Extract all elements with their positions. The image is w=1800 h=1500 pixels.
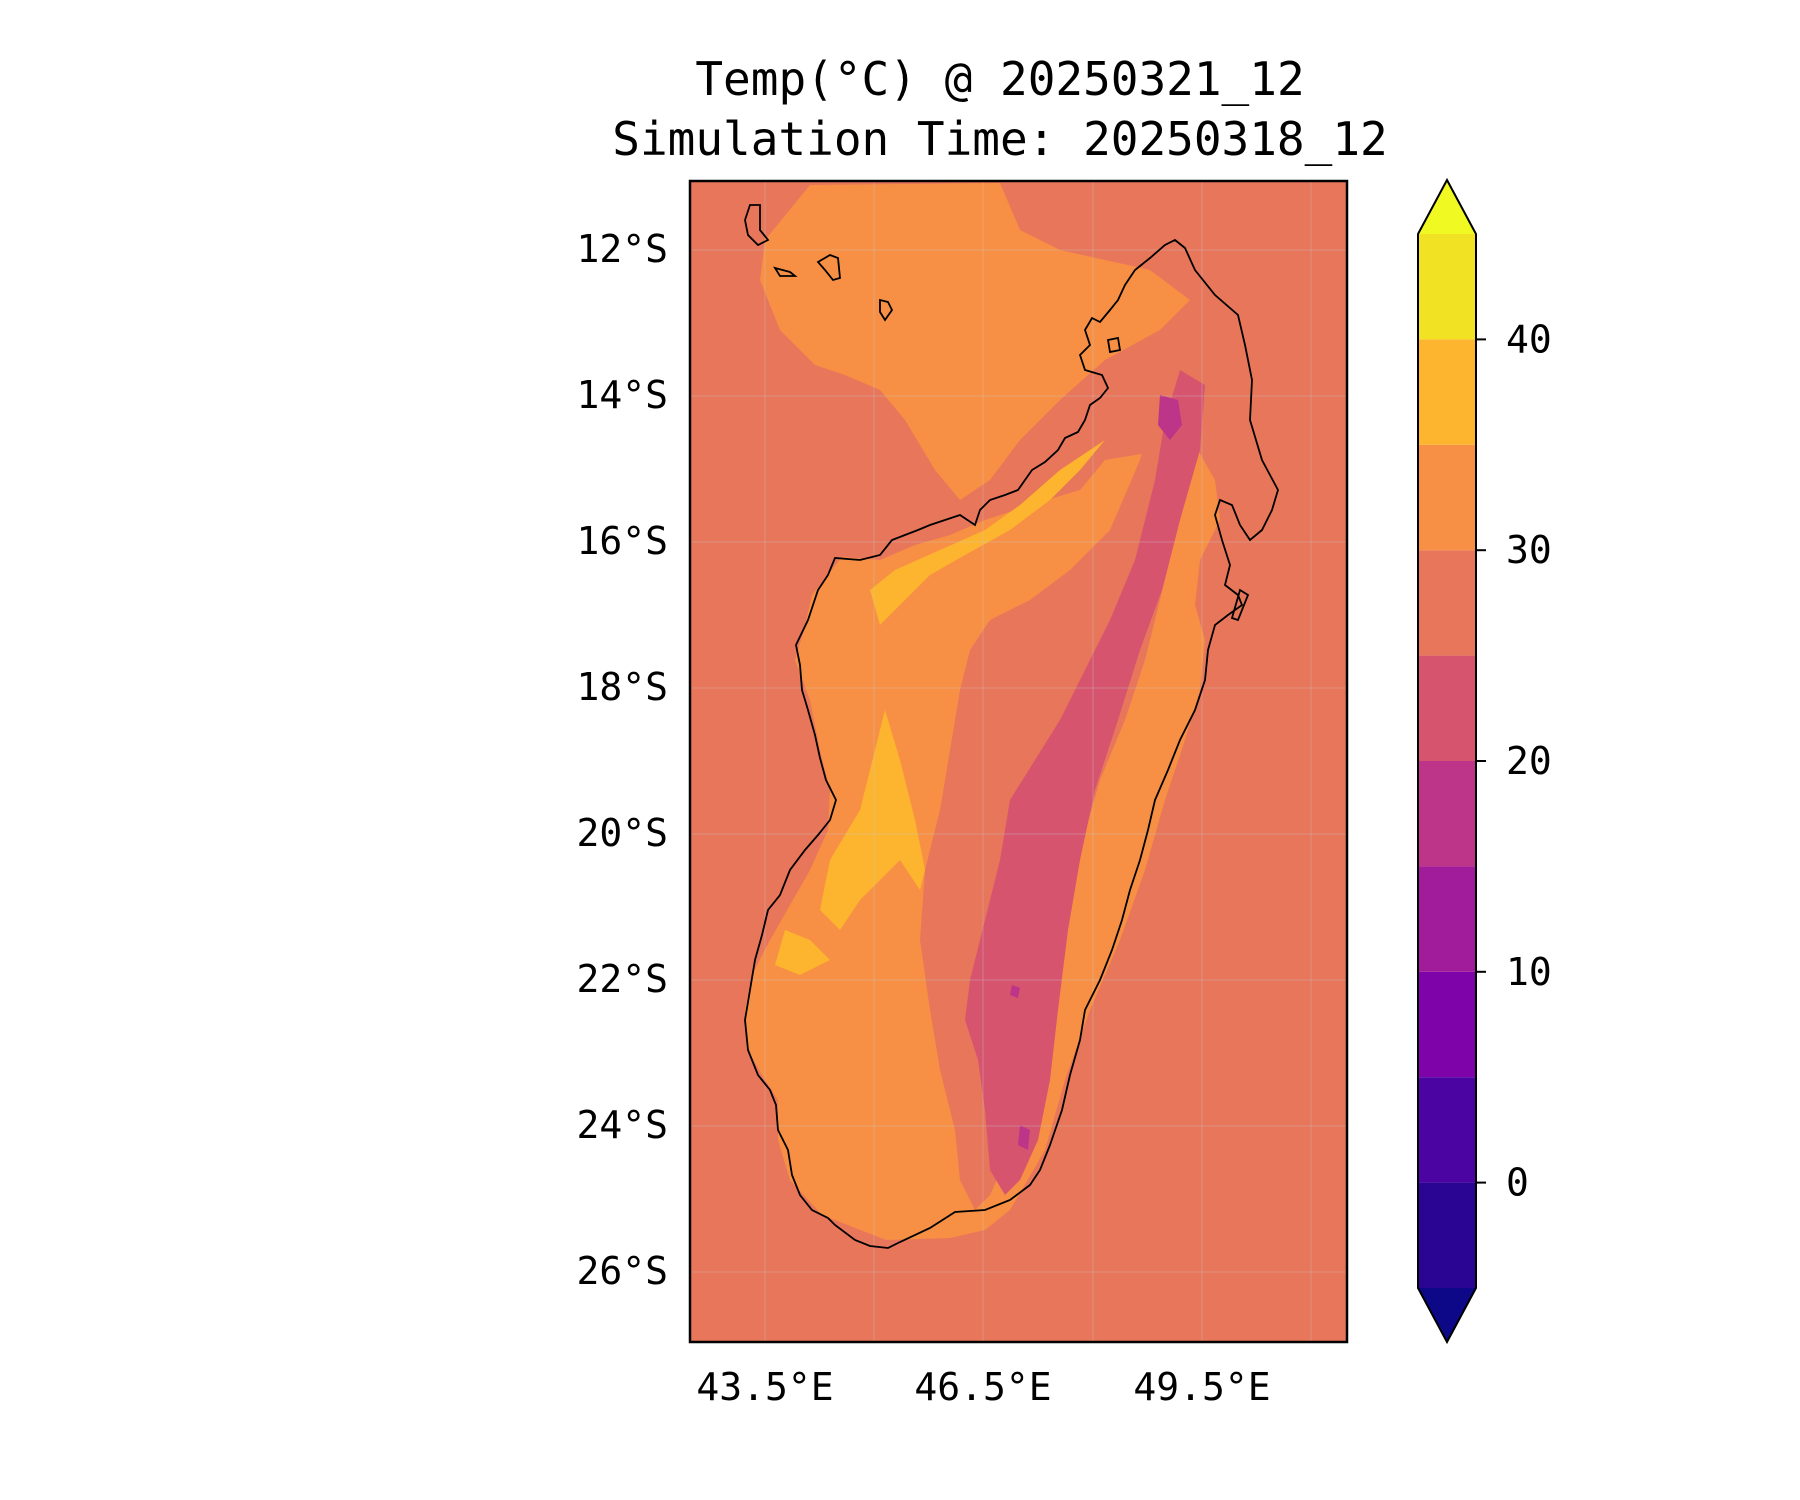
peak-tsaratanana — [1158, 395, 1182, 440]
graticule — [690, 181, 1347, 1342]
hot-patch-north — [870, 440, 1105, 625]
lat-tick-label: 18°S — [576, 665, 668, 709]
coastline-anjouan — [816, 254, 841, 282]
hot-patch-west — [820, 710, 925, 930]
coastline-nosy-boraha — [1230, 588, 1250, 622]
coastline-mayotte — [879, 298, 894, 322]
colorbar-tick-label: 10 — [1506, 950, 1552, 994]
colorbar-band — [1418, 550, 1476, 656]
colorbar-tick-label: 40 — [1506, 317, 1552, 361]
highland-cold-spine — [965, 370, 1205, 1195]
lat-tick-label: 16°S — [576, 519, 668, 563]
colorbar-extend-min — [1418, 1288, 1476, 1342]
lat-tick-label: 20°S — [576, 811, 668, 855]
lat-tick-label: 24°S — [576, 1103, 668, 1147]
lat-tick-label: 26°S — [576, 1249, 668, 1293]
peak-ankaratra — [1010, 985, 1020, 998]
lat-tick-label: 12°S — [576, 227, 668, 271]
peak-andringitra — [1018, 1125, 1030, 1150]
colorbar-band — [1418, 234, 1476, 340]
lat-tick-label: 14°S — [576, 373, 668, 417]
lon-tick-label: 46.5°E — [914, 1365, 1051, 1409]
hot-patch-southwest — [775, 930, 830, 975]
colorbar-band — [1418, 1077, 1476, 1183]
map-frame — [688, 179, 1349, 1344]
lon-tick-label: 49.5°E — [1133, 1365, 1270, 1409]
coastline-moheli — [773, 266, 798, 277]
colorbar-tick-label: 30 — [1506, 528, 1552, 572]
colorbar-tick-label: 0 — [1506, 1161, 1529, 1205]
lon-tick-labels: 43.5°E 46.5°E 49.5°E — [696, 1365, 1270, 1409]
colorbar-band — [1418, 339, 1476, 445]
colorbar: 0 10 20 30 40 — [1417, 177, 1552, 1345]
colorbar-band — [1418, 761, 1476, 867]
lon-tick-label: 43.5°E — [696, 1365, 833, 1409]
lat-tick-label: 22°S — [576, 957, 668, 1001]
map-title: Temp(°C) @ 20250321_12 — [695, 52, 1305, 106]
coastline-madagascar — [744, 238, 1279, 1249]
colorbar-extend-max — [1418, 180, 1476, 234]
colorbar-band — [1418, 655, 1476, 761]
lat-tick-labels: 12°S 14°S 16°S 18°S 20°S 22°S 24°S 26°S — [576, 227, 668, 1293]
colorbar-tick-label: 20 — [1506, 739, 1552, 783]
warm-band-north — [760, 183, 1190, 500]
coastline-grande-comore — [744, 204, 770, 247]
coastline-nosy-be — [1106, 336, 1122, 354]
map-subtitle: Simulation Time: 20250318_12 — [612, 112, 1388, 166]
colorbar-band — [1418, 444, 1476, 551]
colorbar-band — [1418, 971, 1476, 1078]
colorbar-band — [1418, 1182, 1476, 1288]
colorbar-band — [1418, 866, 1476, 972]
temperature-field — [745, 183, 1220, 1240]
colorbar-outline — [1417, 177, 1477, 1345]
